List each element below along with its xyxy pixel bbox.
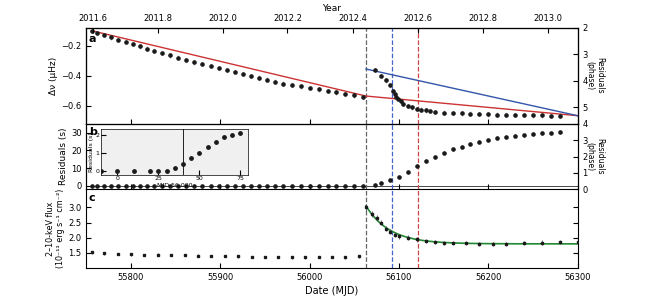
Y-axis label: Residuals (s): Residuals (s) xyxy=(89,132,94,172)
Point xyxy=(96,169,106,174)
Point xyxy=(161,169,172,174)
X-axis label: Date (MJD): Date (MJD) xyxy=(305,286,359,296)
Y-axis label: 2–10-keV flux
(10⁻¹¹ erg s⁻¹ cm⁻²): 2–10-keV flux (10⁻¹¹ erg s⁻¹ cm⁻²) xyxy=(46,189,66,268)
Text: a: a xyxy=(89,34,96,44)
Point xyxy=(178,161,189,166)
Point xyxy=(194,150,205,155)
Point xyxy=(203,145,213,150)
Point xyxy=(218,135,229,140)
Point xyxy=(227,132,238,137)
X-axis label: MJD 56,000: MJD 56,000 xyxy=(157,183,193,188)
Point xyxy=(145,169,155,174)
Point xyxy=(129,169,139,174)
Y-axis label: Δν (μHz): Δν (μHz) xyxy=(49,57,58,95)
Text: b: b xyxy=(89,127,97,137)
Text: c: c xyxy=(89,193,96,203)
Point xyxy=(235,130,246,135)
Y-axis label: Residuals
(phase): Residuals (phase) xyxy=(585,58,605,94)
Point xyxy=(186,156,197,161)
Y-axis label: Residuals
(phase): Residuals (phase) xyxy=(585,138,605,175)
X-axis label: Year: Year xyxy=(323,4,341,13)
Point xyxy=(210,140,221,144)
Y-axis label: Residuals (s): Residuals (s) xyxy=(59,128,68,185)
Point xyxy=(169,165,180,170)
Point xyxy=(112,169,123,174)
Point xyxy=(153,169,164,174)
